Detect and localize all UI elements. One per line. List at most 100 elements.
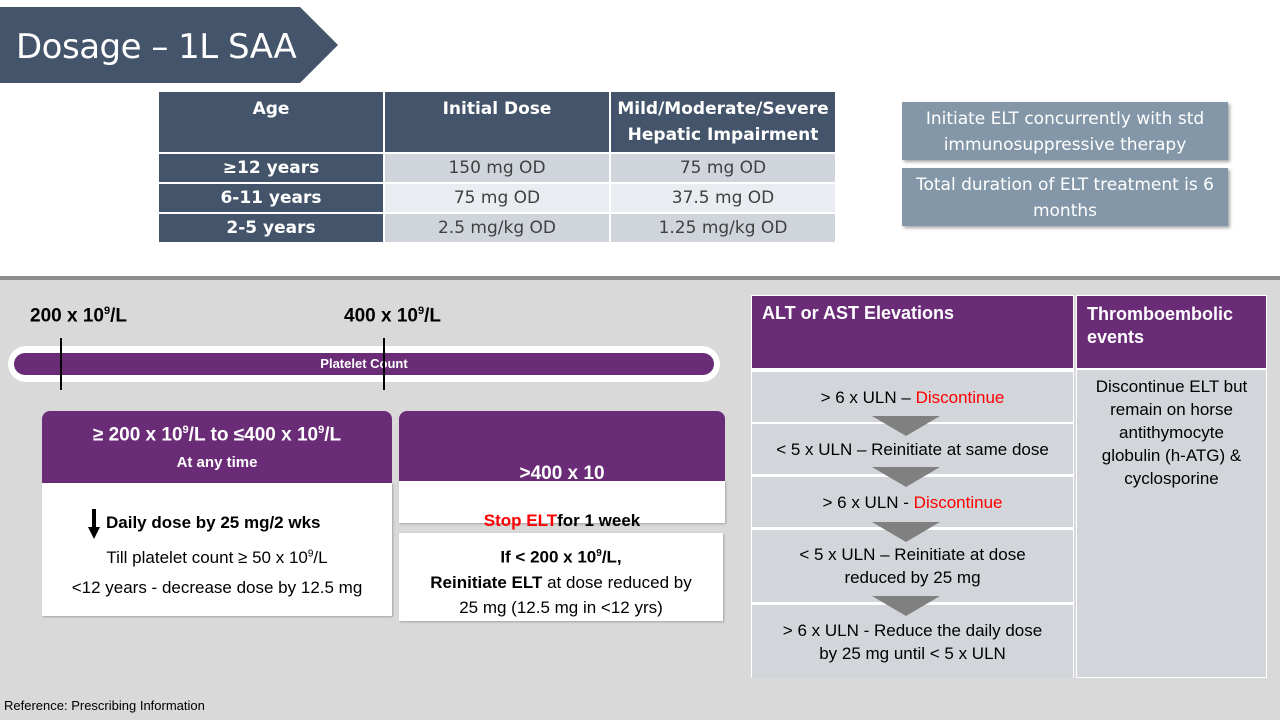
alt-step-5-line1: > 6 x ULN - Reduce the daily dose bbox=[782, 620, 1043, 640]
down-arrow-icon bbox=[88, 509, 100, 539]
range-card-header: ≥ 200 x 109/L to ≤400 x 109/L At any tim… bbox=[42, 411, 392, 483]
age-cell: ≥12 years bbox=[157, 152, 385, 184]
range-card-title-b: /L to ≤400 x 10 bbox=[188, 424, 319, 446]
range-card-title: ≥ 200 x 109/L to ≤400 x 109/L bbox=[42, 411, 392, 446]
stop-elt-text: Stop ELT for 1 week bbox=[484, 481, 641, 531]
till-platelet-text-a: Till platelet count ≥ 50 x 10 bbox=[106, 548, 308, 567]
range-card-title-a: ≥ 200 x 10 bbox=[92, 424, 183, 446]
range-card-title-exp1: 9 bbox=[182, 424, 189, 436]
alt-step-4-text: < 5 x ULN – Reinitiate at dose reduced by… bbox=[799, 543, 1025, 589]
range-card-title-exp2: 9 bbox=[318, 424, 325, 436]
alt-step-2-text: < 5 x ULN – Reinitiate at same dose bbox=[776, 439, 1049, 459]
alt-step-3: > 6 x ULN - Discontinue bbox=[752, 477, 1073, 527]
header-initial-dose: Initial Dose bbox=[383, 90, 611, 154]
title-banner-shape bbox=[0, 7, 338, 83]
stop-elt-rest: for 1 week bbox=[557, 511, 641, 530]
thromboembolic-line5: cyclosporine bbox=[1124, 469, 1219, 488]
reinitiate-condition: If < 200 x 109/L, bbox=[399, 541, 723, 570]
till-platelet-text: Till platelet count ≥ 50 x 109/L bbox=[42, 548, 392, 568]
header-hepatic-line2: Hepatic Impairment bbox=[627, 125, 819, 145]
reference-note: Reference: Prescribing Information bbox=[4, 698, 205, 713]
title-banner: Dosage – 1L SAA bbox=[0, 7, 338, 83]
reinitiate-condition-exp: 9 bbox=[596, 548, 602, 559]
info-box-duration-line1: Total duration of ELT treatment is 6 bbox=[916, 175, 1214, 195]
platelet-label-400: 400 x 109/L bbox=[344, 305, 441, 327]
chevron-down-icon bbox=[872, 596, 940, 616]
alt-step-1-text: > 6 x ULN – Discontinue bbox=[821, 386, 1005, 409]
initial-dose-cell: 2.5 mg/kg OD bbox=[383, 212, 611, 244]
alt-step-4: < 5 x ULN – Reinitiate at dose reduced by… bbox=[752, 530, 1073, 602]
thromboembolic-body: Discontinue ELT but remain on horse anti… bbox=[1076, 369, 1267, 678]
reinitiate-action: Reinitiate ELT at dose reduced by bbox=[399, 570, 723, 595]
platelet-label-200-exp: 9 bbox=[103, 305, 111, 317]
platelet-label-400-exp: 9 bbox=[417, 305, 425, 317]
alt-step-1-action: Discontinue bbox=[915, 387, 1005, 407]
platelet-label-400-unit: /L bbox=[424, 305, 441, 327]
alt-step-5-text: > 6 x ULN - Reduce the daily dose by 25 m… bbox=[783, 619, 1042, 665]
header-hepatic-line1: Mild/Moderate/Severe bbox=[617, 99, 829, 119]
table-row: 6-11 years 75 mg OD 37.5 mg OD bbox=[157, 182, 837, 214]
alt-step-1: > 6 x ULN – Discontinue bbox=[752, 372, 1073, 422]
thromboembolic-line4: globulin (h-ATG) & bbox=[1101, 446, 1242, 465]
platelet-label-400-value: 400 x 10 bbox=[344, 305, 418, 327]
platelet-marker-400 bbox=[383, 338, 385, 390]
initial-dose-cell: 150 mg OD bbox=[383, 152, 611, 184]
info-box-duration: Total duration of ELT treatment is 6 mon… bbox=[902, 168, 1228, 226]
platelet-count-label: Platelet Count bbox=[320, 356, 408, 371]
hepatic-dose-cell: 1.25 mg/kg OD bbox=[609, 212, 837, 244]
chevron-down-icon bbox=[872, 416, 940, 436]
high-platelet-card-title-a: >400 x 10 bbox=[519, 463, 605, 484]
range-card-body: Daily dose by 25 mg/2 wks Till platelet … bbox=[42, 483, 392, 616]
alt-step-5-line2: by 25 mg until < 5 x ULN bbox=[819, 643, 1006, 663]
initial-dose-cell: 75 mg OD bbox=[383, 182, 611, 214]
age-cell: 2-5 years bbox=[157, 212, 385, 244]
alt-ast-steps: > 6 x ULN – Discontinue < 5 x ULN – Rein… bbox=[751, 369, 1074, 678]
thromboembolic-line3: antithymocyte bbox=[1119, 423, 1224, 442]
reinitiate-condition-a: If < 200 x 10 bbox=[500, 547, 597, 567]
info-box-concurrent-line2: immunosuppressive therapy bbox=[943, 135, 1187, 155]
page-title: Dosage – 1L SAA bbox=[16, 27, 297, 67]
alt-step-2: < 5 x ULN – Reinitiate at same dose bbox=[752, 424, 1073, 474]
stop-elt-box: Stop ELT for 1 week bbox=[399, 481, 725, 530]
platelet-label-200-value: 200 x 10 bbox=[30, 305, 104, 327]
platelet-marker-200 bbox=[60, 338, 62, 390]
thromboembolic-header-line2: events bbox=[1087, 327, 1145, 347]
dose-decrease-text: Daily dose by 25 mg/2 wks bbox=[106, 513, 321, 532]
alt-step-5: > 6 x ULN - Reduce the daily dose by 25 m… bbox=[752, 605, 1073, 678]
info-box-duration-line2: months bbox=[1032, 201, 1098, 221]
alt-ast-header: ALT or AST Elevations bbox=[751, 295, 1074, 369]
age-cell: 6-11 years bbox=[157, 182, 385, 214]
alt-step-4-line1: < 5 x ULN – Reinitiate at dose bbox=[799, 545, 1026, 564]
reinitiate-condition-b: /L, bbox=[601, 547, 622, 567]
header-hepatic-impairment: Mild/Moderate/Severe Hepatic Impairment bbox=[609, 90, 837, 154]
hepatic-dose-cell: 37.5 mg OD bbox=[609, 182, 837, 214]
table-row: ≥12 years 150 mg OD 75 mg OD bbox=[157, 152, 837, 184]
alt-step-1-condition: > 6 x ULN – bbox=[820, 387, 916, 407]
info-box-concurrent: Initiate ELT concurrently with std immun… bbox=[902, 102, 1228, 160]
till-platelet-text-b: /L bbox=[313, 548, 328, 567]
range-card-subtitle: At any time bbox=[176, 454, 258, 472]
info-box-concurrent-line1: Initiate ELT concurrently with std bbox=[925, 109, 1205, 129]
thromboembolic-line1: Discontinue ELT but bbox=[1095, 377, 1248, 396]
high-platelet-card-header: >400 x 109/L bbox=[399, 411, 725, 554]
platelet-count-bar-outline: Platelet Count bbox=[8, 346, 720, 382]
reinitiate-box: If < 200 x 109/L, Reinitiate ELT at dose… bbox=[399, 533, 723, 621]
alt-step-3-text: > 6 x ULN - Discontinue bbox=[823, 491, 1003, 514]
thromboembolic-line2: remain on horse bbox=[1110, 400, 1233, 419]
chevron-down-icon bbox=[872, 522, 940, 542]
platelet-label-200-unit: /L bbox=[110, 305, 127, 327]
dosage-table: Age Initial Dose Mild/Moderate/Severe He… bbox=[157, 90, 837, 244]
reinitiate-action-rest: at dose reduced by bbox=[542, 572, 692, 592]
till-platelet-text-exp: 9 bbox=[307, 548, 314, 560]
pediatric-decrease-text: <12 years - decrease dose by 12.5 mg bbox=[71, 578, 363, 597]
stop-elt-highlight: Stop ELT bbox=[483, 511, 558, 530]
reinitiate-action-bold: Reinitiate ELT bbox=[430, 572, 543, 592]
thromboembolic-header: Thromboembolic events bbox=[1076, 295, 1267, 369]
alt-step-3-condition: > 6 x ULN - bbox=[822, 492, 914, 512]
platelet-count-bar: Platelet Count bbox=[14, 353, 714, 375]
chevron-down-icon bbox=[872, 467, 940, 487]
reinitiate-dose: 25 mg (12.5 mg in <12 yrs) bbox=[459, 597, 663, 617]
range-card-title-c: /L bbox=[324, 424, 342, 446]
header-age: Age bbox=[157, 90, 385, 154]
alt-step-3-action: Discontinue bbox=[913, 492, 1003, 512]
